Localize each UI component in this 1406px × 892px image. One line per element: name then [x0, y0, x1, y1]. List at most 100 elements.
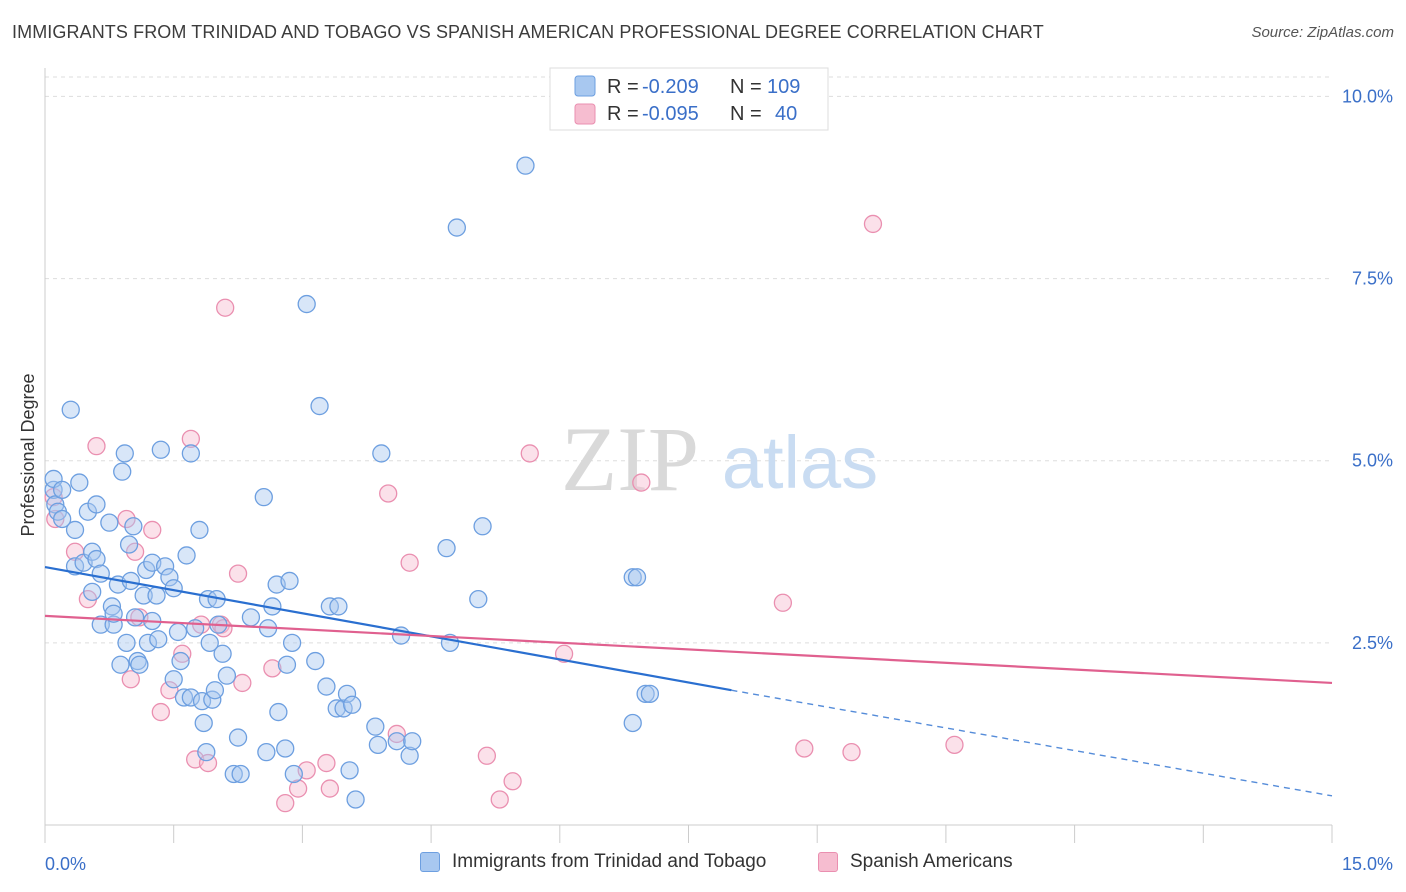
data-point	[477, 746, 497, 765]
x-tick-label: 15.0%	[1342, 854, 1393, 874]
data-point	[520, 444, 539, 463]
data-point	[263, 659, 282, 678]
legend-r-value-pink: -0.095	[642, 103, 699, 125]
data-point	[284, 764, 303, 784]
data-point	[174, 688, 194, 707]
data-point	[124, 517, 143, 536]
data-point	[87, 495, 106, 514]
data-point	[111, 655, 130, 674]
tick-labels: 2.5% 5.0% 7.5% 10.0% 0.0% 15.0%	[45, 86, 1393, 874]
data-point	[224, 764, 243, 784]
legend-item-spanish-americans: Spanish Americans	[818, 851, 1013, 873]
data-point	[119, 535, 139, 554]
data-point	[149, 630, 168, 649]
data-point	[181, 444, 201, 463]
y-tick-label: 2.5%	[1352, 633, 1393, 653]
data-point	[310, 396, 329, 416]
data-point	[113, 462, 132, 481]
trend-lines	[44, 566, 1333, 797]
data-point	[257, 742, 276, 762]
data-point	[190, 520, 209, 540]
legend-label-spanish-americans: Spanish Americans	[850, 851, 1013, 872]
data-point	[151, 440, 170, 459]
data-point	[104, 604, 123, 623]
trend-line-spanish-americans	[44, 614, 1333, 685]
data-point	[280, 571, 299, 591]
data-point	[160, 681, 179, 700]
legend-swatch-blue	[574, 75, 596, 97]
data-point	[143, 520, 162, 540]
watermark: ZIP atlas	[561, 408, 878, 510]
data-point	[197, 742, 216, 762]
data-point	[137, 560, 156, 580]
data-point	[320, 779, 340, 798]
data-point	[317, 677, 336, 696]
data-point	[640, 684, 660, 704]
data-point	[61, 400, 80, 419]
data-point	[115, 444, 134, 463]
data-point	[277, 655, 297, 674]
data-point	[368, 735, 388, 755]
watermark-atlas: atlas	[722, 421, 878, 504]
data-point	[70, 473, 89, 492]
data-point	[842, 742, 861, 762]
data-point	[503, 772, 522, 791]
data-point	[317, 753, 336, 773]
data-point	[636, 684, 655, 704]
data-point	[447, 218, 466, 237]
data-point	[346, 790, 365, 809]
data-point	[627, 568, 647, 587]
legend-n-label-pink: N =	[730, 103, 762, 125]
legend-stats-box	[549, 67, 829, 131]
source-credit: Source: ZipAtlas.com	[1251, 24, 1394, 41]
data-point	[228, 728, 248, 747]
watermark-zip: ZIP	[561, 408, 699, 510]
data-point	[46, 495, 65, 514]
data-point	[387, 724, 406, 744]
data-point	[91, 615, 110, 634]
data-point	[254, 487, 273, 507]
data-point	[863, 214, 883, 234]
chart-title: IMMIGRANTS FROM TRINIDAD AND TOBAGO VS S…	[12, 22, 1044, 42]
data-point	[276, 793, 295, 813]
legend-n-value-blue: 109	[767, 76, 800, 98]
legend-item-trinidad-tobago: Immigrants from Trinidad and Tobago	[420, 851, 766, 873]
axes	[44, 68, 1333, 843]
data-point	[306, 651, 325, 671]
data-point	[102, 597, 122, 616]
data-point	[91, 564, 110, 583]
data-point	[231, 764, 250, 784]
data-point	[554, 644, 574, 663]
data-point	[121, 670, 140, 689]
data-point	[945, 735, 964, 755]
data-point	[632, 473, 651, 492]
legend-r-label-blue: R =	[607, 76, 639, 98]
data-point	[329, 597, 348, 616]
series-spanish-americans-points	[44, 214, 964, 813]
data-point	[87, 549, 106, 569]
data-point	[340, 761, 359, 780]
data-point	[516, 156, 535, 175]
data-point	[53, 509, 72, 529]
data-point	[473, 517, 492, 536]
data-point	[795, 739, 814, 758]
series-trinidad-tobago-points	[44, 156, 660, 809]
data-point	[87, 436, 106, 456]
data-point	[469, 589, 488, 609]
data-point	[160, 568, 179, 587]
data-point	[134, 586, 153, 605]
data-point	[117, 509, 136, 529]
data-point	[379, 484, 398, 503]
legend-stats: R = -0.209 N = 109 R = -0.095 N = 40	[549, 67, 829, 131]
data-point	[83, 582, 102, 602]
data-point	[490, 790, 509, 809]
data-point	[233, 673, 252, 693]
data-point	[147, 586, 166, 605]
data-point	[400, 553, 419, 572]
data-point	[117, 633, 136, 653]
data-point	[177, 546, 196, 565]
data-point	[171, 651, 190, 671]
data-point	[194, 713, 213, 733]
data-point	[372, 444, 391, 463]
